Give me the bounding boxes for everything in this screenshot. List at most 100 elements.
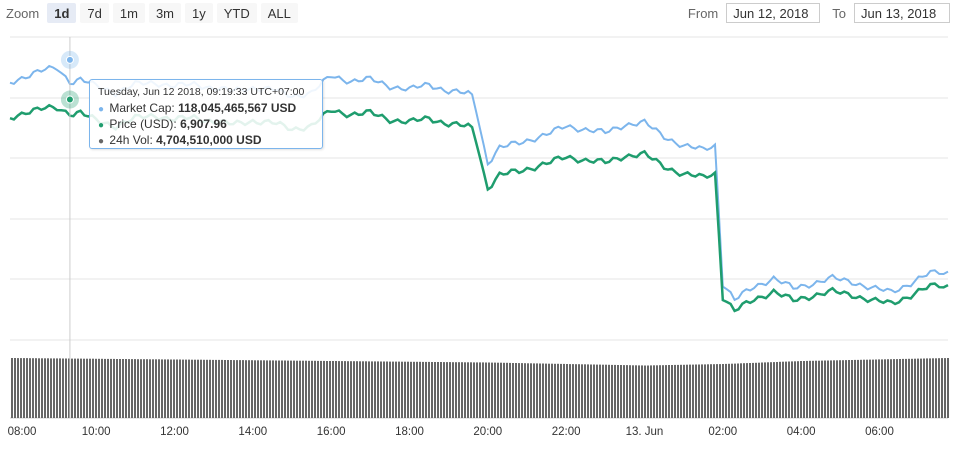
market-cap-hover-point [65,55,74,64]
volume-bar [311,360,313,418]
volume-bar [374,361,376,418]
to-label: To [832,5,846,21]
volume-bar [482,362,484,418]
volume-bar [503,362,505,418]
zoom-button-7d[interactable]: 7d [80,3,109,23]
volume-bar [80,358,82,418]
volume-bar [35,358,37,418]
volume-bar [56,358,58,418]
volume-bar [785,361,787,418]
volume-bar [557,363,559,418]
tooltip-row-market-cap: ● Market Cap: 118,045,465,567 USD [98,101,297,115]
volume-bar [353,361,355,418]
volume-bar [593,364,595,418]
volume-bar [281,360,283,418]
volume-bar [611,364,613,418]
volume-bar [851,360,853,418]
volume-bar [596,364,598,418]
volume-bar [869,359,871,418]
zoom-button-1m[interactable]: 1m [112,3,145,23]
volume-bar [488,362,490,418]
volume-bar [95,358,97,418]
volume-bar [338,361,340,418]
volume-bar [455,362,457,418]
volume-bar [626,365,628,418]
market-cap-dot-icon: ● [98,104,105,115]
volume-bar [791,361,793,418]
price-dot-icon: ● [98,120,105,131]
volume-bar [671,365,673,418]
volume-bar [296,360,298,418]
volume-bar [398,361,400,418]
volume-bar [476,362,478,418]
zoom-button-1d[interactable]: 1d [47,3,77,23]
volume-bar [533,363,535,418]
from-date-input[interactable]: Jun 12, 2018 [726,3,821,23]
volume-bar [647,365,649,418]
volume-bar [113,358,115,418]
volume-bar [761,362,763,418]
zoom-button-1y[interactable]: 1y [185,3,213,23]
volume-bar [815,360,817,418]
volume-bar [734,363,736,418]
volume-bar [98,358,100,418]
volume-bar [566,364,568,418]
volume-bar [62,358,64,418]
volume-bar [512,363,514,418]
volume-bar [554,363,556,418]
volume-bar [434,362,436,418]
zoom-button-3m[interactable]: 3m [148,3,181,23]
volume-bar [29,358,31,418]
volume-bar [332,361,334,418]
volume-bar [224,360,226,418]
x-tick-label: 10:00 [81,426,111,438]
volume-bar [191,359,193,418]
volume-bar [812,360,814,418]
volume-bar [50,358,52,418]
x-tick-label: 22:00 [551,426,581,438]
volume-bar [47,358,49,418]
tooltip-volume-value: 4,704,510,000 USD [156,133,262,147]
volume-bar [17,358,19,418]
volume-bar [548,363,550,418]
volume-bar [215,359,217,418]
volume-bar [659,365,661,418]
volume-bar [899,359,901,418]
volume-bar [818,360,820,418]
volume-bar [386,361,388,418]
volume-bar [617,365,619,418]
volume-bar [269,360,271,418]
volume-bar [245,360,247,418]
volume-bar [797,361,799,418]
volume-bar [464,362,466,418]
volume-bar [23,358,25,418]
x-tick-label: 06:00 [865,426,894,438]
zoom-button-ytd[interactable]: YTD [216,3,257,23]
volume-bar [539,363,541,418]
volume-bar [545,363,547,418]
volume-bar [419,361,421,418]
volume-bar [719,364,721,418]
volume-bar [263,360,265,418]
volume-bar [362,361,364,418]
to-date-input[interactable]: Jun 13, 2018 [854,3,950,23]
tooltip-row-price: ● Price (USD): 6,907.96 [98,117,227,131]
volume-bar [542,363,544,418]
volume-bar [278,360,280,418]
volume-bar [371,361,373,418]
volume-bar [875,359,877,418]
volume-bar [569,364,571,418]
volume-bar [683,364,685,418]
volume-bar [416,361,418,418]
volume-bar [803,361,805,418]
volume-bar [581,364,583,418]
volume-bar [203,359,205,418]
volume-bar [200,359,202,418]
volume-bar [428,361,430,418]
volume-bar [644,365,646,418]
zoom-button-all[interactable]: ALL [260,3,298,23]
volume-bar [140,359,142,418]
volume-bar [722,364,724,418]
volume-bar [707,364,709,418]
